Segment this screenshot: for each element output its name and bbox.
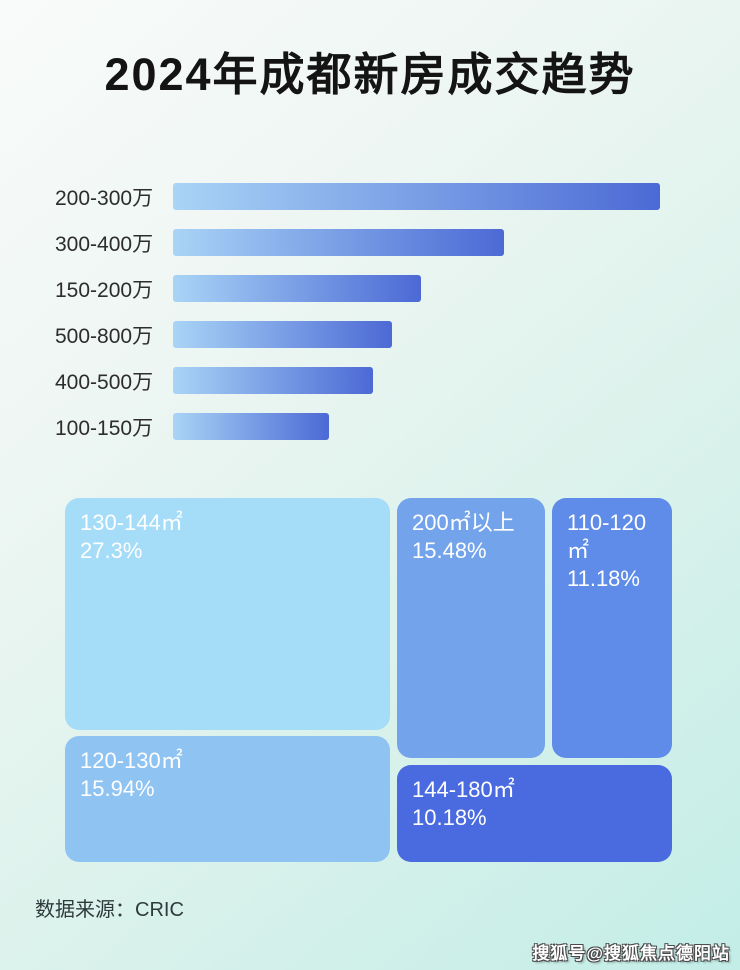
bar-row: 200-300万 (55, 183, 660, 210)
treemap-cell-value: 27.3% (80, 538, 143, 563)
bar-category-label: 300-400万 (55, 232, 154, 256)
bar-row: 500-800万 (55, 321, 660, 348)
price-range-bar-chart: 200-300万 300-400万 150-200万 500-800万 400-… (55, 183, 660, 459)
bar-fill (173, 229, 504, 256)
bar-row: 150-200万 (55, 275, 660, 302)
treemap-cell-value: 10.18% (412, 805, 487, 830)
bar-category-label: 400-500万 (55, 370, 154, 394)
bar-fill (173, 321, 392, 348)
treemap-cell: 120-130㎡ 15.94% (65, 736, 390, 862)
treemap-cell: 144-180㎡ 10.18% (397, 765, 672, 862)
bar-category-label: 150-200万 (55, 278, 154, 302)
bar-category-label: 200-300万 (55, 186, 154, 210)
bar-row: 100-150万 (55, 413, 660, 440)
bar-fill (173, 413, 329, 440)
treemap-cell: 130-144㎡ 27.3% (65, 498, 390, 730)
treemap-cell-value: 15.48% (412, 538, 487, 563)
data-source-note: 数据来源：CRIC (35, 899, 184, 921)
treemap-cell-value: 15.94% (80, 776, 155, 801)
treemap-cell: 110-120㎡ 11.18% (552, 498, 672, 758)
treemap-cell-label: 144-180㎡ (412, 777, 515, 802)
watermark: 搜狐号@搜狐焦点德阳站 (532, 944, 730, 963)
treemap-cell-label: 130-144㎡ (80, 510, 183, 535)
bar-fill (173, 275, 421, 302)
bar-category-label: 100-150万 (55, 416, 154, 440)
page-title: 2024年成都新房成交趋势 (104, 49, 636, 100)
area-size-treemap: 130-144㎡ 27.3% 120-130㎡ 15.94% 200㎡以上 15… (65, 498, 672, 865)
treemap-cell-label: 110-120㎡ (567, 510, 647, 563)
bar-row: 300-400万 (55, 229, 660, 256)
bar-fill (173, 367, 373, 394)
treemap-cell-value: 11.18% (567, 566, 640, 591)
treemap-cell-label: 120-130㎡ (80, 748, 183, 773)
treemap-cell: 200㎡以上 15.48% (397, 498, 545, 758)
bar-category-label: 500-800万 (55, 324, 154, 348)
bar-fill (173, 183, 660, 210)
bar-row: 400-500万 (55, 367, 660, 394)
treemap-cell-label: 200㎡以上 (412, 510, 515, 535)
